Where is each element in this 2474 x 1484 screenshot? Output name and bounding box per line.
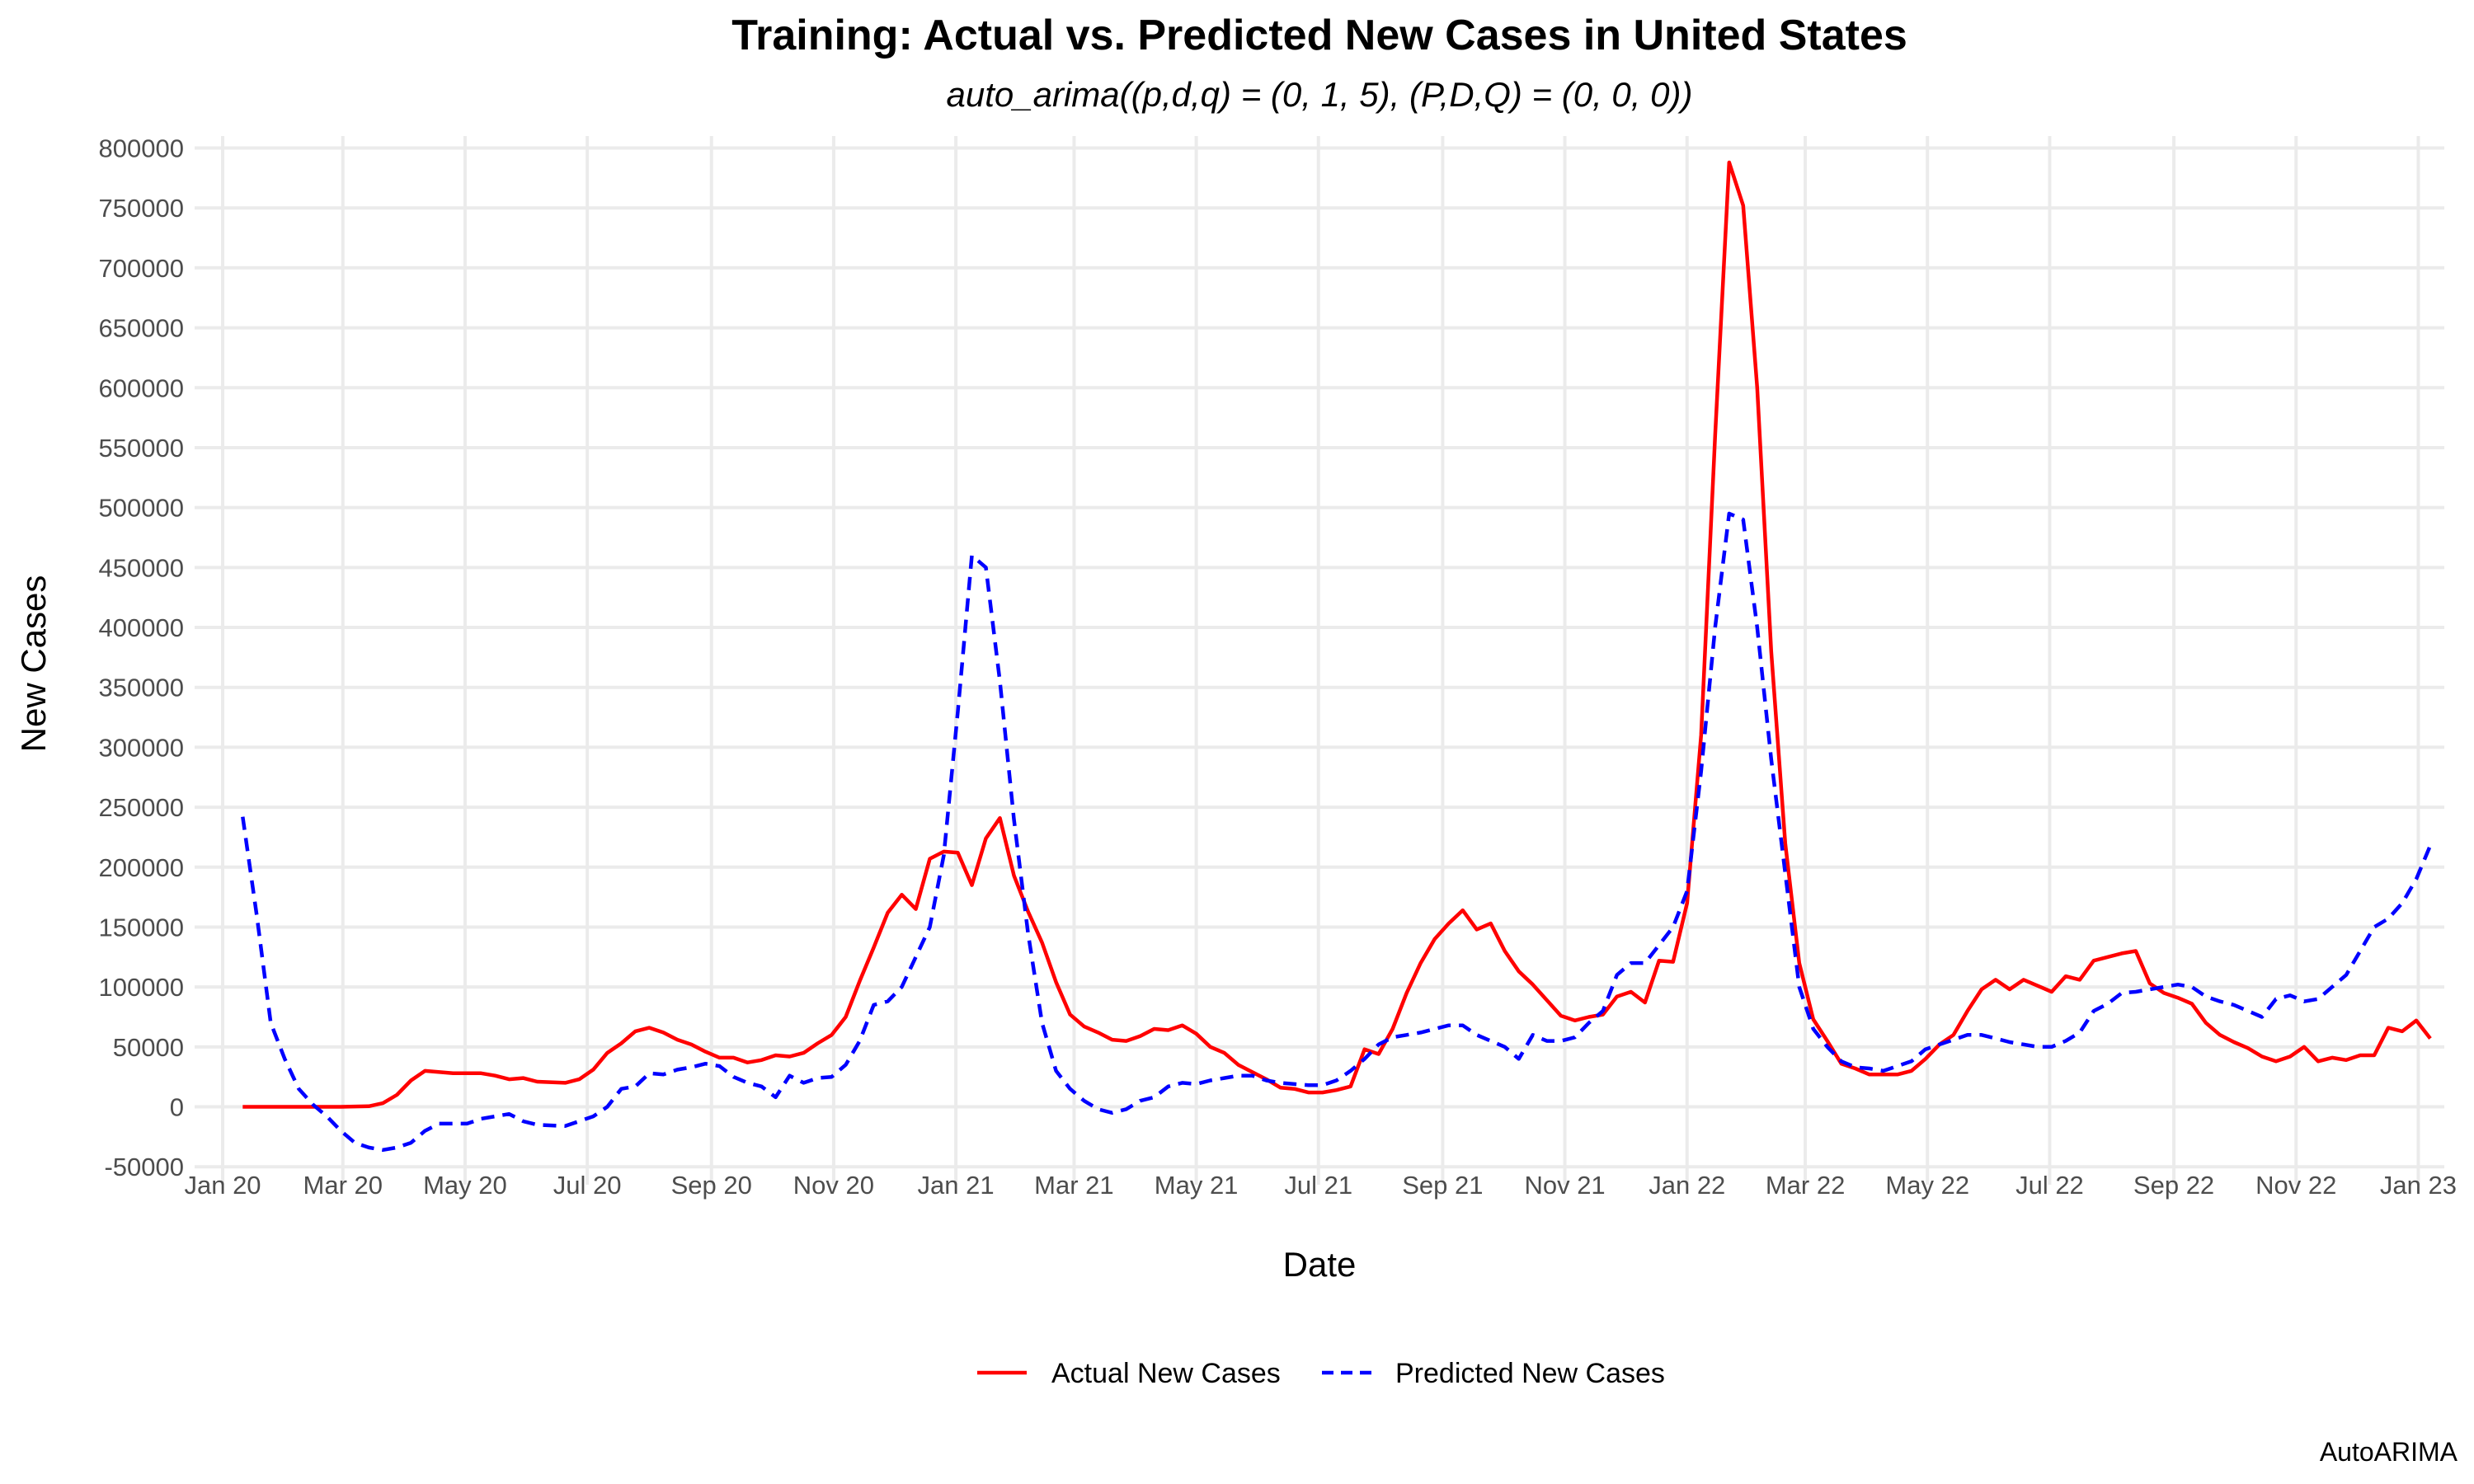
grid-lines (195, 136, 2444, 1185)
x-axis-label: Date (1283, 1245, 1357, 1284)
x-tick-label: Jan 20 (184, 1171, 261, 1200)
y-tick-label: 0 (170, 1093, 184, 1122)
x-tick-label: Nov 21 (1524, 1171, 1605, 1200)
y-tick-label: 750000 (99, 194, 184, 223)
x-tick-label: Nov 22 (2255, 1171, 2336, 1200)
y-tick-label: 500000 (99, 494, 184, 523)
legend-label-actual: Actual New Cases (1051, 1358, 1281, 1389)
predicted-cases-line (241, 511, 2433, 1153)
y-tick-label: 450000 (99, 553, 184, 582)
y-tick-label: 300000 (99, 733, 184, 762)
x-tick-label: May 22 (1885, 1171, 1969, 1200)
y-tick-label: 700000 (99, 254, 184, 283)
x-tick-label: Mar 20 (303, 1171, 383, 1200)
chart-subtitle: auto_arima((p,d,q) = (0, 1, 5), (P,D,Q) … (947, 75, 1693, 114)
y-tick-label: 550000 (99, 434, 184, 463)
chart-caption: AutoARIMA (2320, 1437, 2458, 1467)
x-tick-label: Nov 20 (793, 1171, 874, 1200)
y-tick-label: 200000 (99, 853, 184, 882)
chart-title: Training: Actual vs. Predicted New Cases… (731, 12, 1907, 59)
actual-cases-line (242, 160, 2432, 1109)
x-tick-label: Sep 21 (1402, 1171, 1483, 1200)
x-tick-label: Jan 21 (918, 1171, 995, 1200)
y-tick-label: 350000 (99, 674, 184, 702)
series-lines (241, 160, 2433, 1153)
x-tick-label: Jul 20 (553, 1171, 622, 1200)
x-tick-label: Sep 20 (671, 1171, 752, 1200)
y-tick-label: 100000 (99, 973, 184, 1002)
x-tick-label: May 21 (1155, 1171, 1239, 1200)
y-tick-label: -50000 (104, 1153, 184, 1181)
y-tick-label: 150000 (99, 913, 184, 942)
x-axis-ticks: Jan 20 Mar 20 May 20 Jul 20 Sep 20 Nov 20 Jan … (184, 1171, 2456, 1200)
y-tick-label: 50000 (113, 1033, 184, 1062)
y-tick-label: 400000 (99, 613, 184, 642)
x-tick-label: Sep 22 (2133, 1171, 2214, 1200)
y-axis-label: New Cases (14, 575, 53, 753)
x-tick-label: May 20 (423, 1171, 507, 1200)
y-tick-label: 650000 (99, 314, 184, 343)
x-tick-label: Jan 23 (2380, 1171, 2457, 1200)
x-tick-label: Jul 22 (2015, 1171, 2084, 1200)
x-tick-label: Mar 22 (1766, 1171, 1845, 1200)
y-tick-label: 600000 (99, 373, 184, 402)
x-tick-label: Jul 21 (1284, 1171, 1352, 1200)
legend-label-predicted: Predicted New Cases (1395, 1358, 1665, 1389)
y-tick-label: 250000 (99, 793, 184, 822)
x-tick-label: Jan 22 (1649, 1171, 1725, 1200)
x-tick-label: Mar 21 (1034, 1171, 1113, 1200)
y-tick-label: 800000 (99, 134, 184, 163)
legend: Actual New Cases Predicted New Cases (977, 1358, 1665, 1389)
y-axis-ticks: -50000 0 50000 100000 150000 200000 250000 3000… (99, 134, 184, 1182)
